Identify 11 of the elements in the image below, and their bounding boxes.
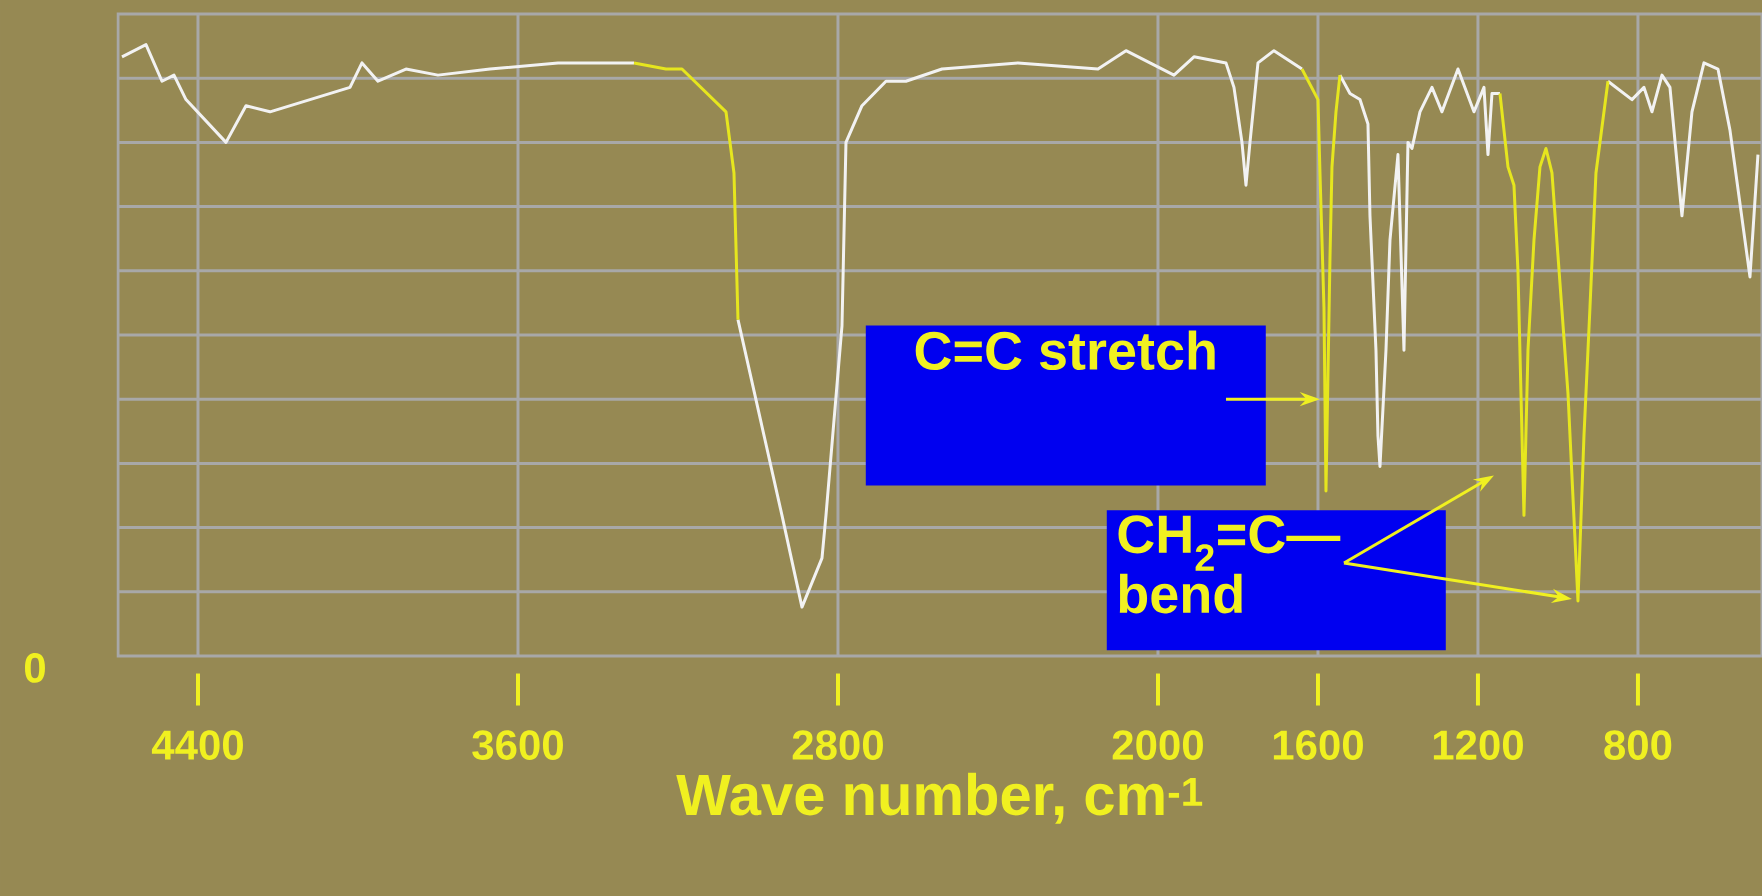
x-tick-label: 800 [1604,730,1672,760]
x-axis-title: Wave number, cm$^{-1}$ [676,772,1203,824]
annotation: C=C stretch [915,330,1215,371]
x-tick-label: 2800 [792,730,883,760]
text: 0 [24,653,45,683]
annotation: CH$_{2}$=C— bend [1118,515,1341,614]
x-tick-label: 1600 [1273,730,1363,760]
x-tick-label: 3600 [472,730,563,760]
x-tick-label: 2000 [1112,730,1203,760]
x-tick-label: 1200 [1433,730,1523,760]
x-tick-label: 4400 [151,730,243,760]
